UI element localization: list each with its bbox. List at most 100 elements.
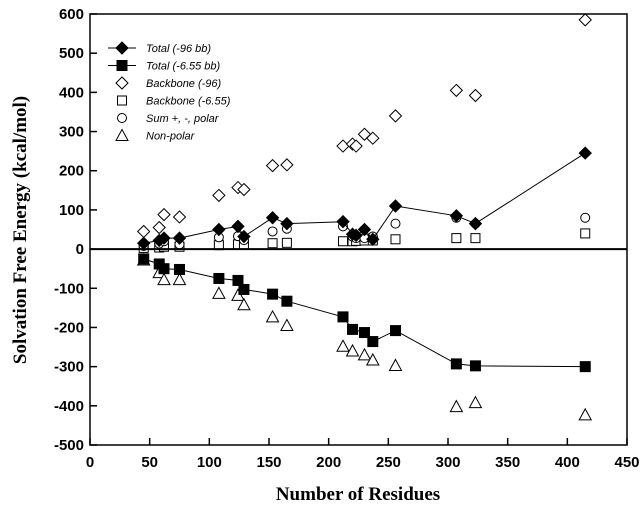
data-point (281, 237, 292, 248)
legend-label: Total (-96 bb) (146, 43, 211, 55)
data-point (267, 288, 279, 300)
data-point (578, 407, 593, 421)
legend-item: Backbone (-6.55) (117, 95, 231, 108)
x-tick-label: 400 (555, 454, 580, 471)
data-point (336, 139, 350, 153)
x-tick-label: 100 (197, 454, 222, 471)
series-layer (136, 13, 593, 421)
y-tick-label: -300 (54, 359, 84, 376)
data-point (365, 352, 380, 366)
plot-frame (89, 13, 628, 446)
data-point (136, 224, 151, 239)
y-tick-label: -400 (54, 398, 84, 415)
legend: Total (-96 bb) Total (-6.55 bb) Backbone (… (108, 41, 231, 143)
data-point (237, 297, 251, 311)
data-point (578, 146, 592, 160)
data-point (265, 211, 280, 225)
data-point (390, 218, 401, 229)
data-point (231, 219, 245, 234)
y-axis-title: Solvation Free Energy (kcal/mol) (10, 96, 31, 364)
x-tick-label: 150 (256, 454, 281, 471)
data-point (212, 188, 226, 203)
data-point (172, 210, 187, 224)
data-point (336, 214, 350, 229)
y-tick-label: 400 (59, 84, 84, 101)
data-point (468, 216, 483, 231)
data-point (237, 182, 251, 197)
data-point (450, 358, 462, 370)
data-point (212, 222, 226, 237)
data-point (449, 209, 464, 223)
legend-marker (117, 113, 127, 123)
data-point (232, 274, 244, 286)
x-tick-label: 0 (86, 454, 94, 471)
data-point (578, 13, 592, 27)
legend-item: Total (-6.55 bb) (108, 60, 221, 73)
legend-marker (117, 95, 127, 106)
legend-item: Sum +, -, polar (117, 113, 220, 125)
data-point (469, 360, 481, 372)
legend-item: Non-polar (115, 128, 196, 143)
y-tick-label: 0 (76, 241, 84, 258)
y-tick-label: -200 (54, 319, 84, 336)
series-group (138, 253, 591, 373)
data-point (366, 131, 380, 145)
data-point (357, 347, 372, 361)
data-point (281, 295, 293, 307)
legend-label: Non-polar (146, 131, 196, 143)
legend-label: Backbone (-96) (146, 78, 222, 90)
x-tick-label: 50 (141, 454, 158, 471)
x-tick-label: 250 (376, 454, 401, 471)
data-point (349, 139, 363, 153)
data-point (337, 311, 349, 323)
data-point (280, 158, 294, 172)
legend-label: Total (-6.55 bb) (146, 61, 221, 73)
data-point (152, 220, 166, 235)
data-point (157, 272, 171, 286)
data-point (280, 216, 294, 231)
data-point (345, 343, 360, 357)
data-point (347, 323, 359, 335)
series-group (136, 13, 592, 239)
data-point (367, 336, 379, 348)
data-point (172, 272, 187, 286)
data-point (138, 253, 150, 265)
legend-label: Backbone (-6.55) (146, 96, 231, 108)
legend-marker (116, 60, 128, 71)
y-tick-label: 500 (59, 45, 84, 62)
data-point (349, 228, 363, 243)
data-point (157, 207, 171, 222)
data-point (468, 395, 483, 409)
data-point (468, 88, 483, 103)
data-point (580, 228, 591, 239)
data-point (389, 325, 401, 337)
legend-item: Backbone (-96) (115, 76, 222, 90)
data-point (388, 199, 403, 213)
data-point (267, 238, 278, 249)
x-tick-label: 200 (316, 454, 341, 471)
series-group (136, 146, 592, 250)
y-tick-label: 200 (59, 163, 84, 180)
y-tick-label: -100 (54, 280, 84, 297)
data-point (265, 158, 280, 173)
data-point (336, 339, 350, 352)
data-point (449, 83, 464, 98)
data-point (470, 233, 481, 244)
legend-marker (115, 76, 129, 90)
legend-label: Sum +, -, polar (146, 113, 220, 125)
data-point (157, 231, 171, 245)
y-tick-label: 300 (59, 124, 84, 141)
data-point (390, 234, 401, 245)
data-point (388, 358, 403, 371)
y-tick-label: 100 (59, 202, 84, 219)
x-tick-label: 300 (435, 454, 460, 471)
legend-item: Total (-96 bb) (108, 41, 211, 55)
data-point (213, 272, 225, 284)
legend-marker (115, 41, 129, 55)
x-tick-label: 450 (614, 454, 639, 471)
legend-marker (115, 128, 129, 141)
x-tick-label: 350 (495, 454, 520, 471)
data-point (358, 327, 370, 339)
x-axis-title: Number of Residues (276, 484, 440, 505)
